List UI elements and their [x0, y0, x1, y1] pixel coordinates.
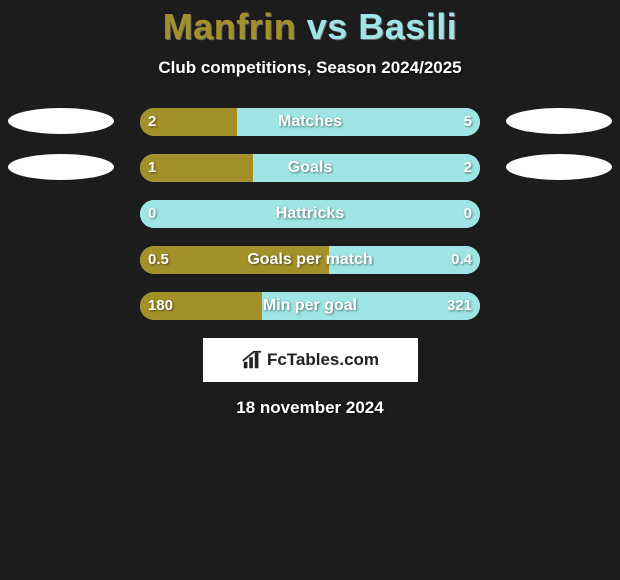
stat-value-left: 0.5	[148, 246, 169, 274]
stat-bar: 0.50.4Goals per match	[140, 246, 480, 274]
stat-row: 25Matches	[0, 108, 620, 136]
bar-chart-icon	[241, 349, 263, 371]
stat-value-left: 1	[148, 154, 156, 182]
team-logo-left	[8, 108, 114, 134]
date-label: 18 november 2024	[0, 398, 620, 418]
stat-value-right: 2	[464, 154, 472, 182]
stat-value-left: 0	[148, 200, 156, 228]
team-logo-right	[506, 154, 612, 180]
stat-value-right: 5	[464, 108, 472, 136]
stat-value-right: 0.4	[451, 246, 472, 274]
comparison-rows: 25Matches12Goals00Hattricks0.50.4Goals p…	[0, 108, 620, 320]
stat-value-left: 180	[148, 292, 173, 320]
title-vs: vs	[307, 6, 348, 47]
brand-badge[interactable]: FcTables.com	[203, 338, 418, 382]
stat-bar-right	[140, 200, 480, 228]
stat-bar: 00Hattricks	[140, 200, 480, 228]
stat-bar: 180321Min per goal	[140, 292, 480, 320]
stat-value-left: 2	[148, 108, 156, 136]
stat-row: 180321Min per goal	[0, 292, 620, 320]
title-player-b: Basili	[358, 6, 457, 47]
stat-bar: 25Matches	[140, 108, 480, 136]
stat-row: 0.50.4Goals per match	[0, 246, 620, 274]
stat-row: 00Hattricks	[0, 200, 620, 228]
stat-bar-right	[237, 108, 480, 136]
stat-bar-left	[140, 154, 253, 182]
stat-value-right: 321	[447, 292, 472, 320]
page-title: Manfrin vs Basili	[0, 0, 620, 48]
brand-text: FcTables.com	[267, 350, 379, 370]
team-logo-right	[506, 108, 612, 134]
comparison-card: Manfrin vs Basili Club competitions, Sea…	[0, 0, 620, 580]
stat-row: 12Goals	[0, 154, 620, 182]
stat-value-right: 0	[464, 200, 472, 228]
title-player-a: Manfrin	[163, 6, 297, 47]
subtitle: Club competitions, Season 2024/2025	[0, 58, 620, 78]
stat-bar-right	[253, 154, 480, 182]
stat-bar: 12Goals	[140, 154, 480, 182]
team-logo-left	[8, 154, 114, 180]
